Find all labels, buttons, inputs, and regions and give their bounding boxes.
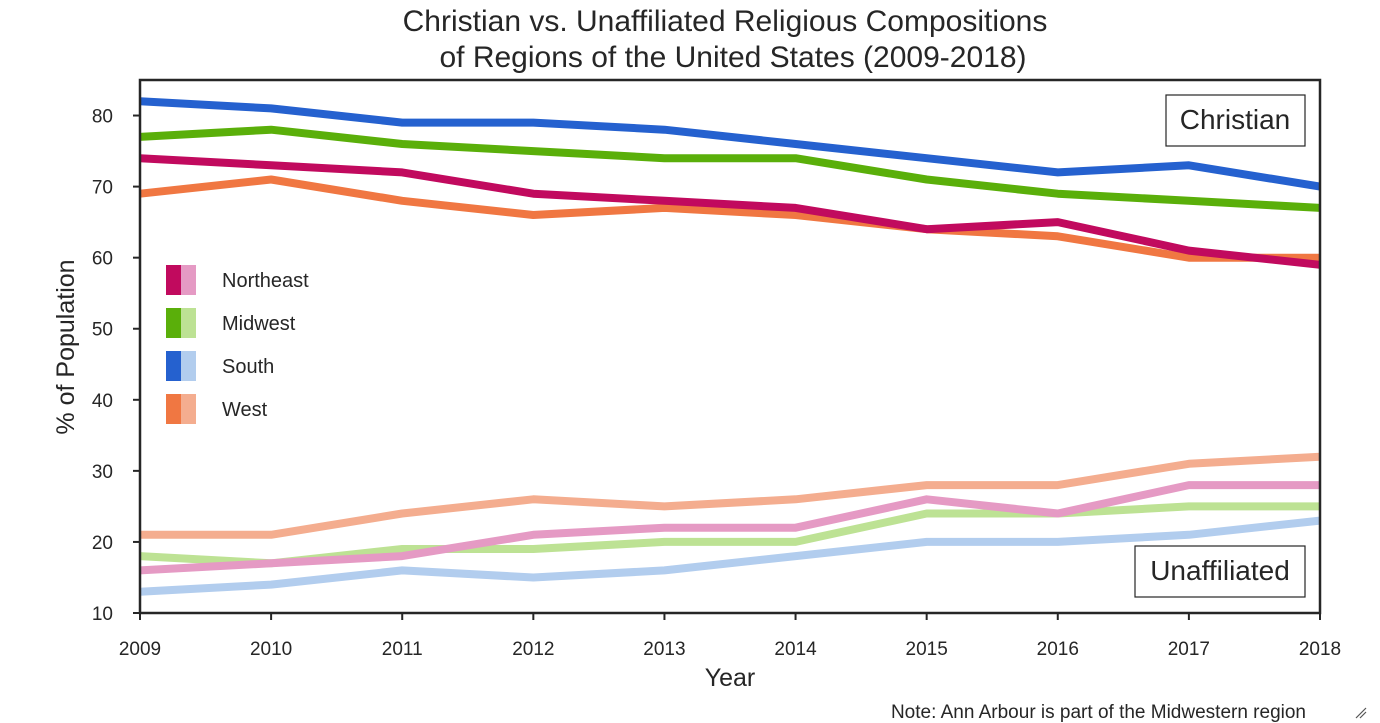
- series-line-west-christian: [139, 175, 1320, 262]
- legend-entry-midwest: Midwest: [166, 308, 296, 338]
- y-tick-label-80: 80: [92, 107, 113, 128]
- legend-swatch-christian: [166, 394, 181, 424]
- plot-frame: [138, 78, 1322, 615]
- series-line-northeast-unaffiliated: [139, 481, 1320, 575]
- legend-swatch-christian: [166, 351, 181, 381]
- y-tick-label-50: 50: [92, 320, 113, 341]
- series-line-south-christian: [139, 97, 1321, 191]
- y-axis-label: % of Population: [52, 259, 80, 434]
- legend: Northeast Midwest South West: [166, 265, 309, 424]
- legend-entry-northeast: Northeast: [166, 265, 309, 295]
- x-tick-label-2013: 2013: [643, 639, 685, 660]
- y-tick-label-40: 40: [92, 391, 113, 412]
- x-tick-label-2012: 2012: [512, 639, 554, 660]
- x-tick-label-2015: 2015: [906, 639, 948, 660]
- resize-grip-icon[interactable]: [1355, 707, 1367, 719]
- legend-entry-south: South: [166, 351, 274, 381]
- legend-swatch-unaffiliated: [181, 351, 196, 381]
- legend-swatch-christian: [166, 308, 181, 338]
- y-tick-label-70: 70: [92, 178, 113, 199]
- legend-swatch-unaffiliated: [181, 265, 196, 295]
- x-tick-label-2010: 2010: [250, 639, 292, 660]
- series-layer: [139, 97, 1321, 596]
- legend-label: Northeast: [222, 270, 309, 292]
- footnote: Note: Ann Arbour is part of the Midweste…: [891, 702, 1306, 723]
- series-line-northeast-christian: [139, 154, 1321, 269]
- chart-title-line-1: Christian vs. Unaffiliated Religious Com…: [403, 5, 1048, 38]
- series-line-west-unaffiliated: [140, 452, 1321, 539]
- x-axis-label: Year: [705, 664, 756, 692]
- x-tick-label-2016: 2016: [1037, 639, 1079, 660]
- unaffiliated-box: Unaffiliated: [1134, 545, 1306, 598]
- legend-entry-west: West: [166, 394, 268, 424]
- unaffiliated-box-frame: [1134, 545, 1306, 598]
- christian-box-label: Christian: [1180, 104, 1290, 135]
- x-tick-label-2014: 2014: [774, 639, 817, 660]
- x-tick-label-2011: 2011: [382, 639, 423, 660]
- y-tick-label-60: 60: [92, 249, 113, 270]
- series-line-south-unaffiliated: [139, 516, 1321, 596]
- legend-swatch-unaffiliated: [181, 394, 196, 424]
- legend-label: Midwest: [222, 313, 296, 335]
- y-tick-label-30: 30: [92, 462, 113, 483]
- chart-title-line-2: of Regions of the United States (2009-20…: [439, 41, 1026, 74]
- legend-swatch-unaffiliated: [181, 308, 196, 338]
- y-axis: 10 20 30 40 50 60 70 80: [92, 107, 140, 625]
- christian-box-frame: [1165, 94, 1306, 147]
- legend-swatch-christian: [166, 265, 181, 295]
- series-line-midwest-christian: [139, 125, 1321, 212]
- x-tick-label-2018: 2018: [1299, 639, 1341, 660]
- unaffiliated-box-label: Unaffiliated: [1150, 555, 1290, 586]
- legend-label: West: [222, 399, 268, 421]
- x-tick-label-2017: 2017: [1168, 639, 1210, 660]
- y-tick-label-20: 20: [92, 533, 113, 554]
- x-axis: 2009 2010 2011 2012 2013 2014 2015 2016 2017 2018: [119, 613, 1341, 660]
- legend-label: South: [222, 356, 274, 378]
- christian-box: Christian: [1165, 94, 1306, 147]
- y-tick-label-10: 10: [92, 604, 113, 625]
- x-tick-label-2009: 2009: [119, 639, 161, 660]
